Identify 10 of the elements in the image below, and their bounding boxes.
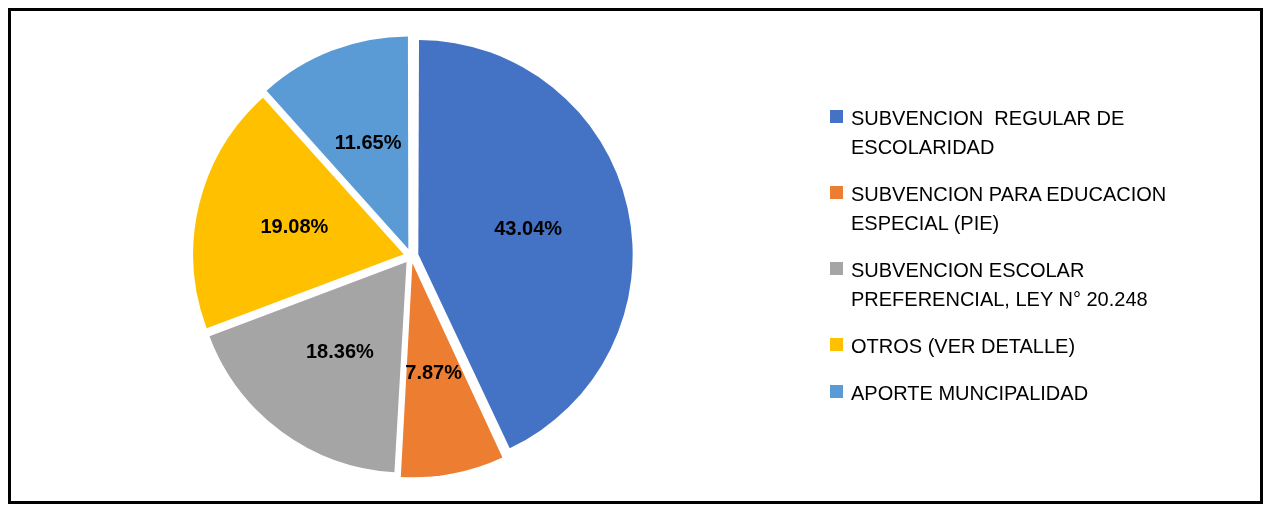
legend-label: SUBVENCION PARA EDUCACION ESPECIAL (PIE)	[851, 182, 1168, 236]
data-label: 43.04%	[494, 217, 563, 240]
data-label: 11.65%	[334, 131, 402, 154]
data-label: 19.08%	[260, 215, 329, 238]
data-label: 18.36%	[306, 340, 375, 363]
legend-label: SUBVENCION ESCOLAR PREFERENCIAL, LEY N° 20.248	[851, 258, 1149, 312]
legend-label: SUBVENCION REGULAR DE ESCOLARIDAD	[851, 106, 1126, 160]
legend-label: APORTE MUNCIPALIDAD	[851, 381, 1089, 406]
data-label: 7.87%	[405, 361, 463, 384]
legend-label: OTROS (VER DETALLE)	[851, 334, 1076, 359]
